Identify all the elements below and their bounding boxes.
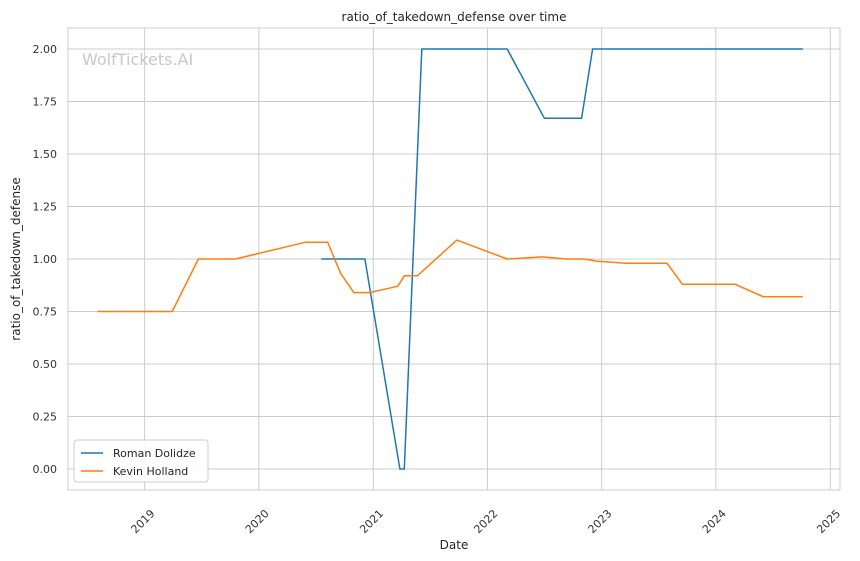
- y-tick-label: 1.25: [33, 201, 58, 214]
- grid-lines: [68, 28, 840, 490]
- y-tick-label: 1.00: [33, 253, 58, 266]
- chart-title: ratio_of_takedown_defense over time: [342, 10, 567, 24]
- x-axis-title: Date: [440, 538, 469, 552]
- y-tick-label: 1.50: [33, 148, 58, 161]
- y-axis-title: ratio_of_takedown_defense: [9, 177, 23, 340]
- series-line-kevin-holland: [97, 239, 803, 313]
- y-tick-label: 0.50: [33, 358, 58, 371]
- series-line-roman-dolidze: [321, 48, 803, 470]
- legend: Roman Dolidze Kevin Holland: [73, 439, 209, 483]
- legend-label-kevin-holland: Kevin Holland: [113, 465, 188, 478]
- legend-label-roman-dolidze: Roman Dolidze: [113, 447, 196, 460]
- y-axis-ticks: 0.00 0.25 0.50 0.75 1.00 1.25 1.50 1.75 2.00: [33, 43, 58, 476]
- y-tick-label: 0.75: [33, 306, 58, 319]
- series-layer: [97, 48, 803, 470]
- y-tick-label: 0.25: [33, 411, 58, 424]
- y-tick-label: 0.00: [33, 463, 58, 476]
- watermark: WolfTickets.AI: [82, 50, 193, 69]
- legend-box: [73, 439, 209, 483]
- y-tick-label: 1.75: [33, 96, 58, 109]
- y-tick-label: 2.00: [33, 43, 58, 56]
